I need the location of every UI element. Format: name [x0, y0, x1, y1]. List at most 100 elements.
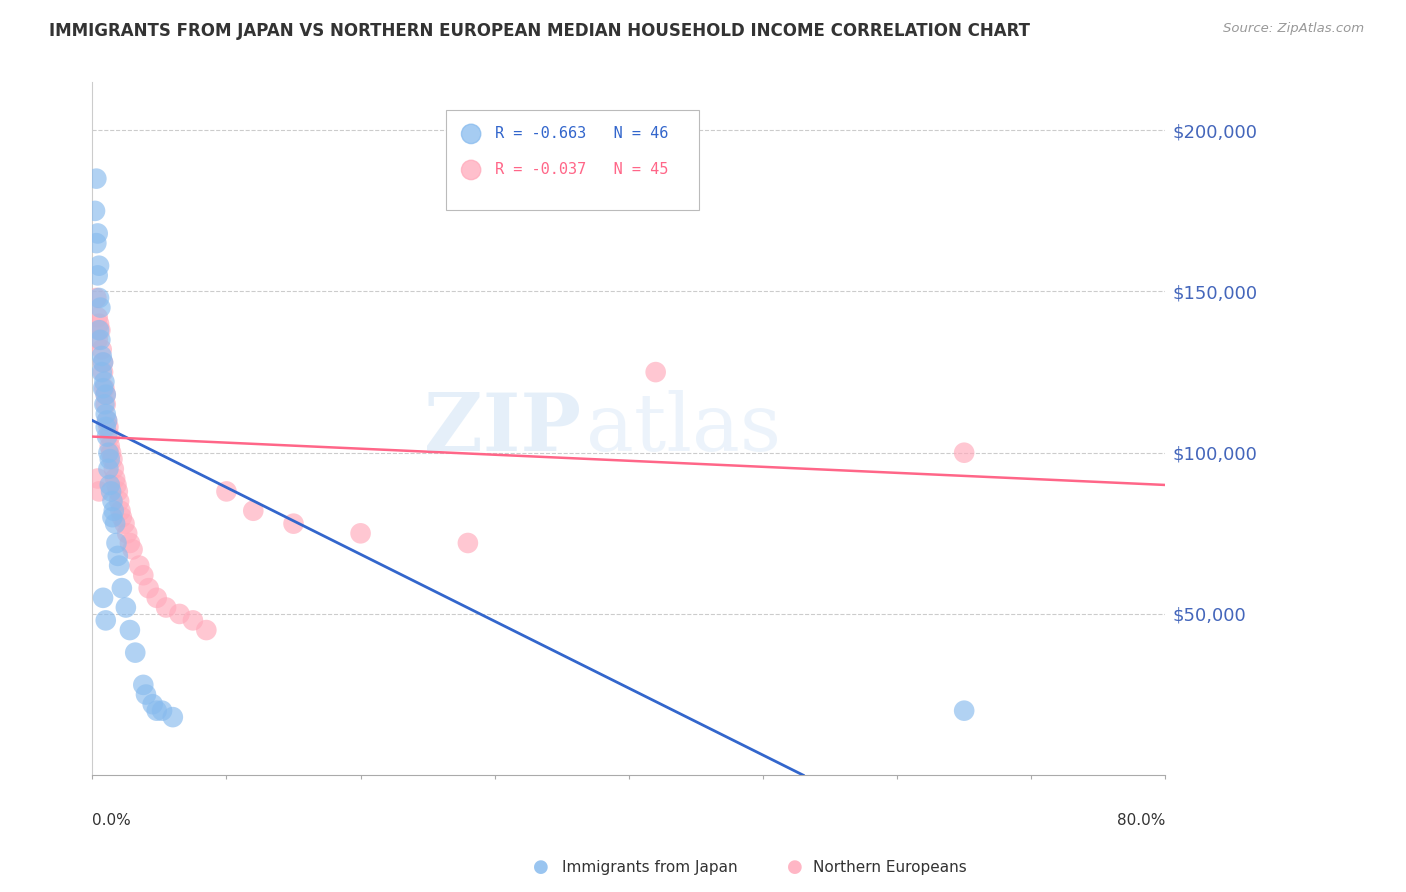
Point	[91, 591, 114, 605]
Point	[101, 452, 124, 467]
Point	[94, 420, 117, 434]
Point	[132, 678, 155, 692]
Point	[162, 710, 184, 724]
Point	[93, 375, 115, 389]
Point	[90, 349, 112, 363]
Point	[86, 291, 108, 305]
Point	[90, 343, 112, 357]
Point	[86, 236, 108, 251]
Point	[103, 504, 125, 518]
Point	[103, 462, 125, 476]
Point	[104, 471, 127, 485]
Point	[98, 429, 121, 443]
Point	[111, 510, 134, 524]
Point	[98, 439, 121, 453]
Text: IMMIGRANTS FROM JAPAN VS NORTHERN EUROPEAN MEDIAN HOUSEHOLD INCOME CORRELATION C: IMMIGRANTS FROM JAPAN VS NORTHERN EUROPE…	[49, 22, 1031, 40]
Point	[349, 526, 371, 541]
Point	[96, 413, 118, 427]
Point	[89, 333, 111, 347]
Point	[181, 614, 204, 628]
Point	[457, 536, 479, 550]
Text: Immigrants from Japan: Immigrants from Japan	[562, 860, 738, 874]
Ellipse shape	[461, 161, 481, 179]
Point	[107, 484, 129, 499]
Point	[86, 268, 108, 283]
Text: Northern Europeans: Northern Europeans	[813, 860, 966, 874]
Point	[98, 478, 121, 492]
Point	[138, 581, 160, 595]
Point	[195, 623, 218, 637]
Point	[108, 558, 131, 573]
Point	[114, 516, 136, 531]
Text: 80.0%: 80.0%	[1116, 814, 1166, 829]
Point	[101, 510, 124, 524]
Point	[94, 407, 117, 421]
Point	[87, 484, 110, 499]
Point	[86, 310, 108, 325]
Point	[135, 688, 157, 702]
Point	[953, 446, 976, 460]
Point	[953, 704, 976, 718]
Point	[115, 526, 138, 541]
Text: R = -0.663   N = 46: R = -0.663 N = 46	[495, 127, 668, 142]
Text: ●: ●	[533, 858, 550, 876]
Point	[91, 365, 114, 379]
Text: R = -0.037   N = 45: R = -0.037 N = 45	[495, 162, 668, 178]
Point	[89, 323, 111, 337]
Point	[132, 568, 155, 582]
Text: ZIP: ZIP	[423, 390, 581, 467]
Point	[107, 549, 129, 563]
Point	[97, 446, 120, 460]
Point	[91, 381, 114, 395]
Text: Source: ZipAtlas.com: Source: ZipAtlas.com	[1223, 22, 1364, 36]
Point	[124, 646, 146, 660]
Point	[98, 452, 121, 467]
Point	[105, 478, 128, 492]
Point	[87, 291, 110, 305]
Point	[142, 697, 165, 711]
Point	[86, 471, 108, 485]
Point	[91, 355, 114, 369]
Point	[110, 504, 132, 518]
Point	[104, 516, 127, 531]
Point	[94, 387, 117, 401]
Point	[145, 704, 167, 718]
Point	[101, 494, 124, 508]
Point	[215, 484, 238, 499]
Point	[100, 484, 122, 499]
Point	[100, 446, 122, 460]
Ellipse shape	[461, 124, 481, 144]
Point	[94, 397, 117, 411]
Point	[94, 614, 117, 628]
Point	[86, 171, 108, 186]
Point	[145, 591, 167, 605]
Point	[242, 504, 264, 518]
Text: 0.0%: 0.0%	[93, 814, 131, 829]
Point	[93, 381, 115, 395]
Point	[644, 365, 666, 379]
Point	[97, 462, 120, 476]
Point	[115, 600, 138, 615]
Point	[93, 397, 115, 411]
Point	[89, 301, 111, 315]
Point	[128, 558, 150, 573]
Point	[108, 494, 131, 508]
Point	[283, 516, 305, 531]
Point	[87, 317, 110, 331]
Point	[121, 542, 143, 557]
Point	[150, 704, 173, 718]
Point	[90, 365, 112, 379]
Point	[155, 600, 177, 615]
Point	[97, 420, 120, 434]
Point	[87, 323, 110, 337]
Point	[91, 355, 114, 369]
Point	[94, 387, 117, 401]
Point	[96, 413, 118, 427]
Point	[118, 623, 141, 637]
Text: ●: ●	[786, 858, 803, 876]
Point	[96, 429, 118, 443]
Point	[118, 536, 141, 550]
Point	[86, 227, 108, 241]
Point	[87, 259, 110, 273]
Point	[111, 581, 134, 595]
